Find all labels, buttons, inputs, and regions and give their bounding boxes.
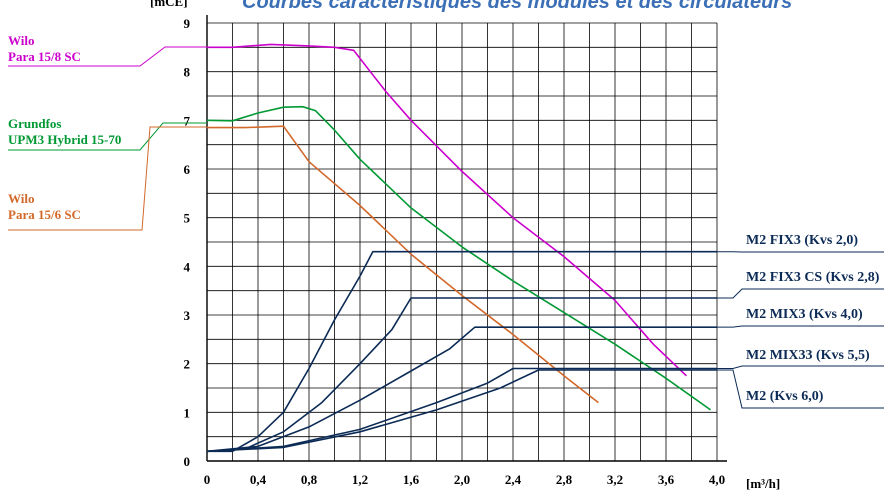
y-tick-label: 3 (184, 308, 191, 323)
series-line-m2-mix33-kvs-5-5 (206, 367, 717, 453)
x-tick-label: 1,6 (403, 472, 420, 487)
right-series-label: M2 (Kvs 6,0) (746, 389, 824, 404)
label-leaders (8, 46, 884, 409)
x-tick-label: 4,0 (709, 472, 725, 487)
x-tick-label: 1,2 (352, 472, 368, 487)
right-label-leader (717, 369, 884, 409)
x-tick-label: 0 (204, 472, 211, 487)
right-series-label: M2 MIX33 (Kvs 5,5) (746, 348, 870, 363)
series-group (206, 43, 717, 453)
left-series-label: Para 15/6 SC (8, 207, 81, 222)
y-tick-label: 0 (184, 454, 191, 469)
tick-labels: 0 0,4 0,8 1,2 1,6 2,0 2,4 2,8 3,2 3,6 4,0 0 1 2 3 4 5 6 7 8… (184, 16, 726, 487)
left-series-label: Wilo (8, 191, 35, 206)
y-tick-label: 6 (184, 162, 191, 177)
left-series-label: Para 15/8 SC (8, 49, 81, 64)
y-tick-label: 7 (184, 113, 191, 128)
y-tick-label: 2 (184, 357, 191, 372)
series-line-wilo-para-15-6-sc (207, 125, 599, 404)
y-tick-label: 9 (184, 16, 191, 31)
right-label-leader (717, 325, 884, 328)
left-series-label: UPM3 Hybrid 15-70 (8, 132, 121, 147)
right-label-leader (717, 288, 884, 299)
left-series-label: Grundfos (8, 116, 61, 131)
chart-title: Courbes caractéristiques des modules et … (242, 0, 792, 13)
x-tick-label: 3,2 (607, 472, 623, 487)
x-tick-label: 2,0 (454, 472, 470, 487)
y-axis-label: [mCE] (150, 0, 188, 9)
series-line-m2-mix3-kvs-4-0 (206, 326, 717, 453)
y-tick-label: 1 (184, 405, 191, 420)
x-tick-label: 2,4 (505, 472, 522, 487)
left-label-leader (8, 46, 207, 67)
series-line-grundfos-upm3-hybrid-15-70 (206, 105, 712, 411)
right-series-label: M2 FIX3 CS (Kvs 2,8) (746, 270, 880, 285)
y-tick-label: 4 (184, 259, 191, 274)
left-label-leader (8, 126, 207, 231)
series-line-wilo-para-15-8-sc (207, 43, 687, 377)
series-line-m2-fix3-kvs-2-0 (207, 250, 717, 453)
grid (206, 22, 718, 462)
x-axis-label: [m³/h] (746, 476, 780, 491)
x-tick-label: 2,8 (556, 472, 573, 487)
left-label-leader (8, 122, 207, 151)
axes (206, 15, 727, 462)
y-tick-label: 8 (184, 65, 191, 80)
right-series-label: M2 MIX3 (Kvs 4,0) (746, 307, 863, 322)
right-series-label: M2 FIX3 (Kvs 2,0) (746, 233, 858, 248)
right-label-leader (717, 365, 884, 370)
series-line-m2-kvs-6-0 (206, 369, 717, 453)
x-tick-label: 3,6 (658, 472, 675, 487)
left-series-label: Wilo (8, 33, 35, 48)
x-tick-label: 0,8 (301, 472, 318, 487)
x-tick-label: 0,4 (250, 472, 267, 487)
series-line-m2-fix3-cs-kvs-2-8 (206, 297, 717, 453)
y-tick-label: 5 (184, 211, 191, 226)
